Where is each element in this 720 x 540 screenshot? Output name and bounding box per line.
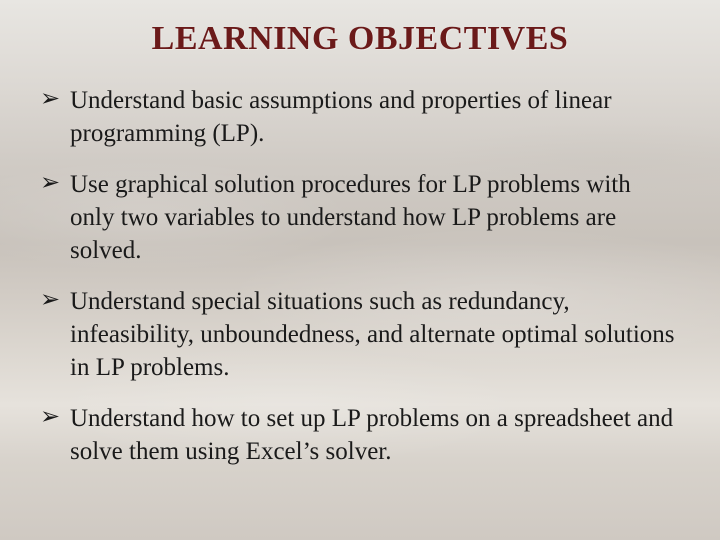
slide-title: LEARNING OBJECTIVES (30, 20, 690, 58)
objective-text: Understand special situations such as re… (70, 288, 675, 381)
objectives-list: Understand basic assumptions and propert… (30, 84, 690, 468)
objective-text: Understand how to set up LP problems on … (70, 405, 673, 465)
slide-content: LEARNING OBJECTIVES Understand basic ass… (30, 20, 690, 468)
list-item: Understand how to set up LP problems on … (40, 402, 680, 468)
list-item: Understand special situations such as re… (40, 285, 680, 384)
list-item: Understand basic assumptions and propert… (40, 84, 680, 150)
list-item: Use graphical solution procedures for LP… (40, 168, 680, 267)
objective-text: Understand basic assumptions and propert… (70, 87, 612, 147)
objective-text: Use graphical solution procedures for LP… (70, 171, 631, 264)
